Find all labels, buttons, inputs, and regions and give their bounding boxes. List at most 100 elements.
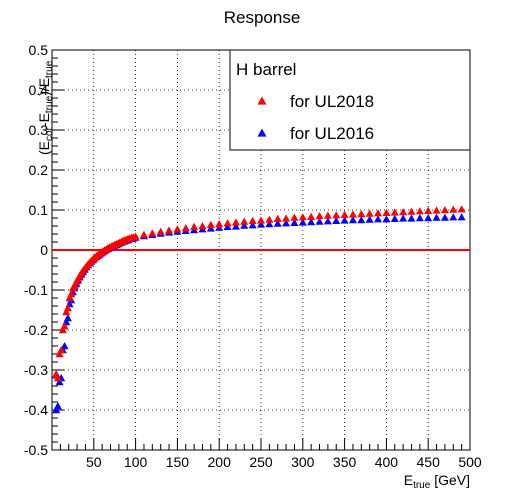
data-point-ul2018 <box>156 227 165 235</box>
y-axis-label-open: (E <box>36 141 52 155</box>
y-tick-label: 0.5 <box>29 42 49 58</box>
legend-marker-ul2016 <box>257 128 267 137</box>
x-tick-label: 400 <box>375 454 399 470</box>
x-tick-label: 150 <box>166 454 190 470</box>
data-point-ul2018 <box>139 230 148 238</box>
data-point-ul2018 <box>53 374 62 382</box>
data-point-ul2018 <box>231 218 240 226</box>
y-axis-label: (Ecor-Etrue)/Etrue <box>36 60 55 155</box>
x-tick-label: 450 <box>417 454 441 470</box>
data-point-ul2018 <box>190 222 199 230</box>
data-point-ul2018 <box>415 207 424 215</box>
data-point-ul2018 <box>215 220 224 228</box>
x-axis-label-main: E <box>404 472 413 488</box>
data-point-ul2018 <box>58 326 67 334</box>
data-point-ul2018 <box>282 214 291 222</box>
data-point-ul2018 <box>440 206 449 214</box>
data-point-ul2016 <box>240 221 249 229</box>
legend-label-ul2018: for UL2018 <box>290 92 374 111</box>
data-point-ul2018 <box>357 210 366 218</box>
legend-label-ul2016: for UL2016 <box>290 124 374 143</box>
data-point-ul2018 <box>206 220 215 228</box>
y-axis-label-sub1: cor <box>44 126 55 141</box>
data-point-ul2016 <box>424 214 433 222</box>
y-tick-label: -0.1 <box>24 282 48 298</box>
x-tick-label: 500 <box>458 454 482 470</box>
data-point-ul2016 <box>457 213 466 221</box>
data-point-ul2016 <box>55 378 64 386</box>
data-point-ul2016 <box>215 223 224 231</box>
chart-title: Response <box>224 8 301 27</box>
data-point-ul2018 <box>65 294 74 302</box>
legend-triangle-ul2016 <box>257 128 267 137</box>
data-point-ul2018 <box>165 226 174 234</box>
data-point-ul2018 <box>424 206 433 214</box>
data-point-ul2016 <box>307 218 316 226</box>
data-point-ul2018 <box>449 205 458 213</box>
data-point-ul2016 <box>407 214 416 222</box>
data-point-ul2016 <box>282 219 291 227</box>
data-point-ul2016 <box>273 219 282 227</box>
data-point-ul2016 <box>248 221 257 229</box>
data-point-ul2016 <box>415 214 424 222</box>
data-point-ul2018 <box>131 232 140 240</box>
data-point-ul2016 <box>63 314 72 322</box>
data-point-ul2016 <box>53 402 62 410</box>
data-point-ul2016 <box>348 216 357 224</box>
x-tick-label: 350 <box>333 454 357 470</box>
legend-title: H barrel <box>236 60 296 79</box>
y-axis-label-sub3: true <box>44 60 55 78</box>
data-point-ul2018 <box>148 229 157 237</box>
data-point-ul2018 <box>290 213 299 221</box>
y-tick-label: -0.4 <box>24 402 48 418</box>
data-point-ul2016 <box>449 213 458 221</box>
data-point-ul2018 <box>265 215 274 223</box>
x-tick-label: 300 <box>291 454 315 470</box>
x-tick-label: 200 <box>208 454 232 470</box>
x-axis-label-sub: true <box>413 480 431 491</box>
data-point-ul2018 <box>63 304 72 312</box>
data-point-ul2018 <box>348 210 357 218</box>
y-tick-label: 0.3 <box>29 122 49 138</box>
data-point-ul2016 <box>432 213 441 221</box>
data-point-ul2016 <box>323 217 332 225</box>
data-point-ul2016 <box>390 214 399 222</box>
data-point-ul2016 <box>52 406 61 414</box>
y-tick-label: -0.2 <box>24 322 48 338</box>
data-point-ul2016 <box>365 215 374 223</box>
legend-triangle-ul2018 <box>257 96 267 105</box>
x-tick-label: 50 <box>86 454 102 470</box>
data-point-ul2018 <box>382 208 391 216</box>
data-point-ul2018 <box>298 213 307 221</box>
data-point-ul2018 <box>432 206 441 214</box>
data-point-ul2018 <box>223 219 232 227</box>
data-point-ul2016 <box>231 222 240 230</box>
y-tick-label: 0.1 <box>29 202 49 218</box>
y-tick-label: -0.3 <box>24 362 48 378</box>
y-axis-label-div: )/E <box>36 78 52 96</box>
data-point-ul2018 <box>240 217 249 225</box>
data-point-ul2018 <box>181 224 190 232</box>
data-markers <box>52 205 466 414</box>
data-point-ul2018 <box>257 216 265 224</box>
data-point-ul2016 <box>382 215 391 223</box>
data-point-ul2016 <box>60 342 69 350</box>
data-point-ul2018 <box>307 212 316 220</box>
y-tick-label: -0.5 <box>24 442 48 458</box>
data-point-ul2018 <box>323 211 332 219</box>
legend-box <box>229 49 471 151</box>
data-point-ul2018 <box>173 225 182 233</box>
data-point-ul2018 <box>57 346 66 354</box>
y-tick-label: 0.2 <box>29 162 49 178</box>
data-point-ul2018 <box>390 208 399 216</box>
data-point-ul2018 <box>374 209 383 217</box>
x-axis-label: Etrue [GeV] <box>404 472 470 491</box>
data-point-ul2016 <box>440 213 449 221</box>
y-axis-label-sub2: true <box>44 95 55 113</box>
data-point-ul2018 <box>67 290 76 298</box>
y-tick-label: 0.4 <box>29 82 49 98</box>
data-point-ul2018 <box>407 207 416 215</box>
data-point-ul2016 <box>257 220 265 228</box>
data-point-ul2018 <box>273 214 282 222</box>
